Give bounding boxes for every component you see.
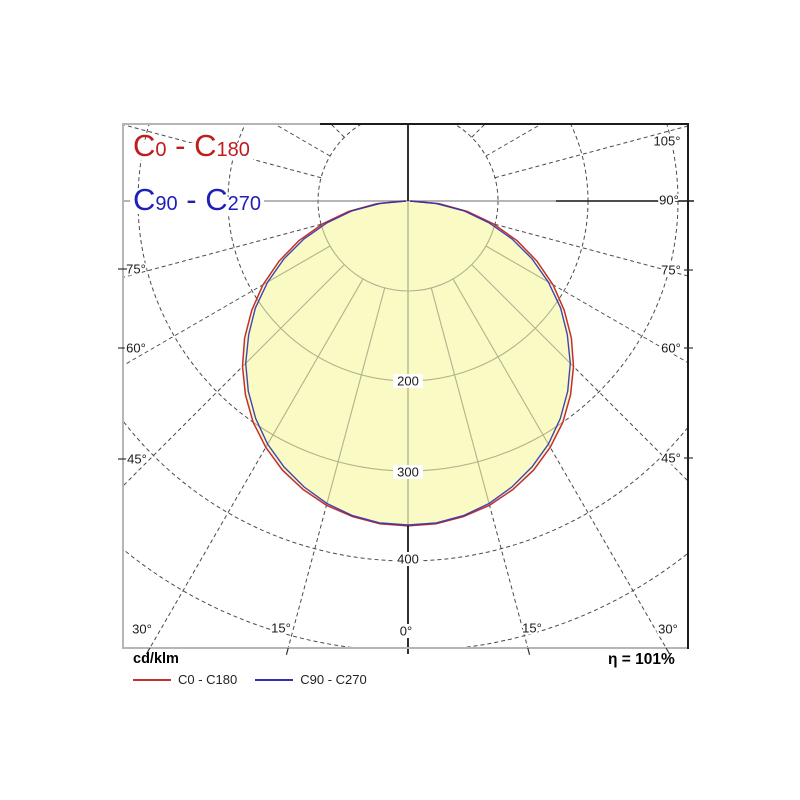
grid-ray-45 bbox=[471, 264, 574, 526]
tick-bottom bbox=[145, 647, 151, 655]
radial-label-400-bg bbox=[393, 552, 423, 566]
curve-c90-c270 bbox=[244, 200, 572, 526]
angle-label-0-bg bbox=[396, 624, 416, 638]
radial-label-300-bg bbox=[393, 465, 423, 479]
radial-label-300: 300 bbox=[397, 465, 419, 480]
grid-ray-45 bbox=[242, 264, 345, 526]
title-sub: 180 bbox=[216, 139, 250, 161]
title-sub: 270 bbox=[227, 193, 261, 215]
grid-ray-135 bbox=[331, 125, 345, 138]
legend-label-c0-c180: C0 - C180 bbox=[178, 672, 238, 687]
c-plane-title-block: C0 - C180 C90 - C270 bbox=[130, 122, 264, 230]
title-text: C bbox=[133, 128, 156, 163]
grid-ray-75 bbox=[494, 223, 688, 277]
grid-ray-135 bbox=[471, 125, 485, 138]
grid-ray-30 bbox=[242, 278, 364, 526]
angle-label-right-60°: 60° bbox=[661, 341, 681, 356]
angle-label-left-30°: 30° bbox=[132, 622, 152, 637]
angle-label-left-45°: 45° bbox=[127, 452, 147, 467]
radial-label-400: 400 bbox=[397, 552, 419, 567]
grid-ray-105 bbox=[494, 125, 688, 179]
title-text: C bbox=[133, 182, 156, 217]
title-sub: 0 bbox=[155, 139, 167, 161]
grid-ray-120 bbox=[485, 125, 541, 157]
angle-label-right-90°: 90° bbox=[659, 193, 679, 208]
angle-label-left-15°: 15° bbox=[271, 621, 291, 636]
angle-label-0: 0° bbox=[400, 624, 412, 639]
angle-label-right-75°: 75° bbox=[661, 263, 681, 278]
unit-label: cd/klm bbox=[133, 651, 179, 667]
legend-line-c0-c180 bbox=[133, 678, 171, 681]
title-sub: 90 bbox=[155, 193, 178, 215]
legend: cd/klm C0 - C180 C90 - C270 bbox=[133, 651, 367, 687]
legend-line-c90-c270 bbox=[255, 678, 294, 681]
angle-label-left-75°: 75° bbox=[126, 262, 146, 277]
grid-ray-15 bbox=[242, 287, 386, 526]
labels: 75° 60° 45° 30° 15° 15° 30° 45° 60° 75° 90° 105° 0° 2… bbox=[124, 132, 683, 641]
c90-c270-plane-label: C90 - C270 bbox=[130, 176, 264, 230]
grid-ray-30 bbox=[452, 278, 574, 526]
angle-label-right-30°: 30° bbox=[658, 622, 678, 637]
title-text: - C bbox=[166, 128, 217, 163]
angle-ticks bbox=[118, 268, 693, 655]
grid-ray-60 bbox=[123, 245, 331, 367]
radial-label-200-bg bbox=[393, 374, 423, 388]
grid-ray-60 bbox=[485, 245, 688, 364]
title-text: - C bbox=[177, 182, 228, 217]
legend-row: C0 - C180 C90 - C270 bbox=[133, 672, 367, 687]
tick-bottom bbox=[665, 647, 671, 655]
angle-label-left-60°: 60° bbox=[126, 341, 146, 356]
angle-label-right-105°: 105° bbox=[654, 134, 681, 149]
tick-bottom bbox=[285, 647, 289, 655]
grid-ray-150 bbox=[57, 0, 363, 123]
efficiency-label: η = 101% bbox=[608, 651, 675, 668]
legend-label-c90-c270: C90 - C270 bbox=[300, 672, 367, 687]
radial-label-200: 200 bbox=[397, 374, 419, 389]
grid-ray-75 bbox=[123, 223, 322, 278]
tick-bottom bbox=[527, 647, 531, 655]
c0-c180-plane-label: C0 - C180 bbox=[130, 122, 264, 176]
grid-ray-150 bbox=[453, 0, 759, 123]
grid-ray-15 bbox=[430, 287, 574, 526]
angle-label-right-45°: 45° bbox=[661, 451, 681, 466]
angle-label-right-15°: 15° bbox=[522, 621, 542, 636]
